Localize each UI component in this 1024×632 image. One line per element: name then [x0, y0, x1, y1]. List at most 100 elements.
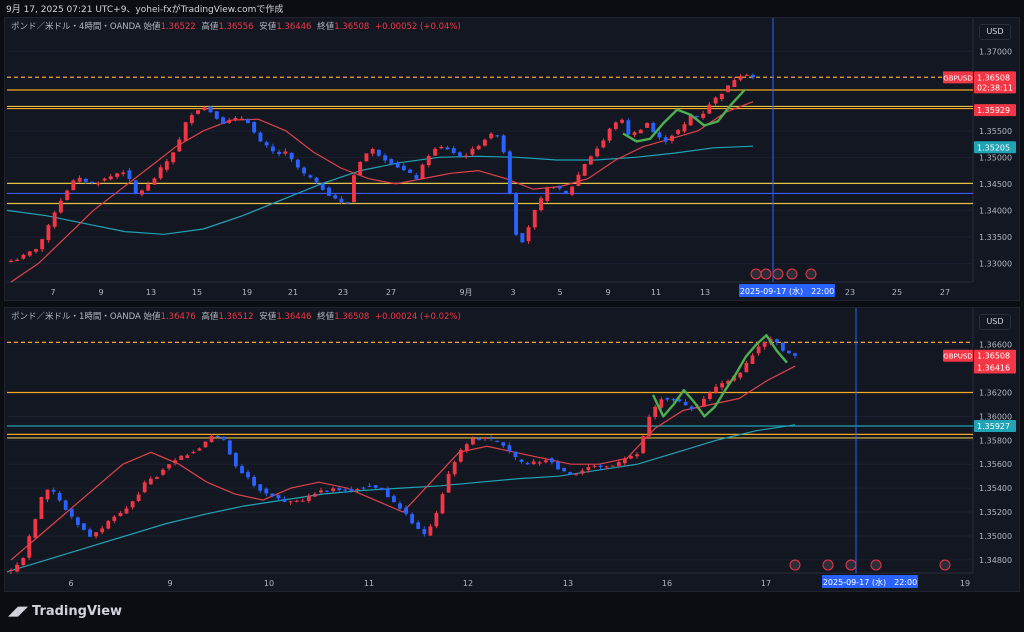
- candle: [395, 162, 400, 168]
- x-tick-label: 13: [146, 288, 156, 297]
- candle: [574, 474, 579, 476]
- candle: [197, 448, 202, 451]
- candle: [635, 454, 639, 457]
- economic-event-icon: [870, 559, 882, 571]
- candle: [39, 497, 44, 519]
- candle: [246, 472, 250, 478]
- y-tick-label: 1.35600: [979, 460, 1012, 469]
- currency-button[interactable]: USD: [979, 314, 1011, 330]
- level-badge-bg: [974, 141, 1016, 154]
- x-tick-label: 9: [605, 288, 610, 297]
- candle: [495, 440, 500, 442]
- candle: [264, 488, 269, 494]
- candle: [653, 406, 658, 417]
- candle: [676, 130, 681, 134]
- header-caption: 9月 17, 2025 07:21 UTC+9、yohei-fxがTrading…: [6, 5, 284, 15]
- candle: [100, 528, 105, 533]
- candle: [482, 139, 487, 146]
- candle: [688, 115, 693, 126]
- candle: [234, 453, 238, 467]
- candle: [586, 467, 591, 470]
- tradingview-logo: ◢◤ TradingView: [8, 604, 123, 619]
- candle: [373, 485, 378, 488]
- x-tick-label: 10: [264, 579, 274, 588]
- candle: [215, 436, 220, 437]
- candle: [663, 137, 668, 142]
- candle: [632, 132, 637, 135]
- candle: [489, 133, 494, 139]
- economic-event-icon: [760, 268, 772, 280]
- symbol-badge-bg: [943, 349, 973, 362]
- x-tick-label: 3: [510, 288, 515, 297]
- candle: [90, 181, 94, 183]
- candle: [209, 435, 214, 443]
- candle: [367, 485, 372, 487]
- candle: [183, 122, 188, 141]
- candle: [57, 492, 62, 501]
- y-tick-label: 1.34000: [979, 206, 1012, 215]
- x-tick-label: 16: [662, 579, 672, 588]
- candle: [118, 512, 123, 517]
- candle: [562, 467, 566, 472]
- candle: [246, 119, 250, 124]
- candle: [720, 383, 724, 388]
- currency-button[interactable]: USD: [979, 24, 1011, 40]
- candle: [670, 135, 674, 141]
- candle: [127, 170, 132, 179]
- chart-panel-4h[interactable]: ポンド／米ドル・4時間・OANDA 始値1.36522 高値1.36556 安値…: [4, 17, 1020, 301]
- price-chart[interactable]: 1.37000 1.35500 1.35000 1.34500 1.34000 1.335…: [5, 18, 1019, 300]
- x-tick-label: 13: [563, 579, 573, 588]
- candle: [155, 477, 159, 479]
- economic-event-icon: [845, 559, 857, 571]
- y-tick-label: 1.35000: [979, 153, 1012, 162]
- candle: [115, 173, 119, 177]
- candle: [58, 200, 63, 213]
- symbol-title: ポンド／米ドル・1時間・OANDA: [11, 312, 141, 322]
- candle: [189, 115, 194, 124]
- candle: [781, 342, 785, 351]
- candle: [21, 254, 26, 259]
- candle: [9, 569, 13, 572]
- candle: [610, 465, 615, 467]
- candle: [416, 522, 421, 529]
- y-tick-label: 1.36000: [979, 412, 1012, 421]
- candle: [164, 161, 169, 170]
- candle: [714, 386, 718, 393]
- price-chart[interactable]: 1.36600 1.36200 1.36000 1.35800 1.35600 1.354…: [5, 308, 1019, 591]
- y-tick-label: 1.35400: [979, 484, 1012, 493]
- cursor-date-label: 2025-09-17 (水) 22:00: [823, 577, 917, 587]
- cursor-date-label-bg: [739, 284, 835, 297]
- candle: [452, 462, 457, 475]
- candle: [501, 442, 506, 446]
- candle: [420, 164, 425, 179]
- candle: [440, 494, 445, 514]
- candle: [774, 339, 779, 343]
- chart-panel-1h[interactable]: ポンド／米ドル・1時間・OANDA 始値1.36476 高値1.36512 安値…: [4, 307, 1020, 592]
- economic-event-icon: [789, 559, 801, 571]
- candle: [398, 503, 402, 509]
- candle: [601, 140, 606, 148]
- candle: [177, 139, 182, 152]
- candle: [439, 146, 444, 149]
- candle: [277, 151, 282, 154]
- candle: [171, 152, 176, 163]
- candle: [355, 489, 360, 490]
- candle: [221, 436, 226, 440]
- candle: [202, 107, 207, 111]
- candle: [270, 146, 275, 152]
- candle: [592, 465, 597, 467]
- y-tick-label: 1.36600: [979, 341, 1012, 350]
- candle: [622, 459, 627, 464]
- x-tick-label: 9: [98, 288, 103, 297]
- candle: [525, 462, 530, 465]
- moving-average-short: [10, 365, 796, 561]
- candle: [289, 152, 294, 160]
- candle: [94, 532, 98, 537]
- candle: [489, 438, 493, 440]
- candle: [302, 167, 306, 174]
- y-tick-label: 1.34500: [979, 180, 1012, 189]
- candle: [738, 372, 743, 378]
- candle: [744, 363, 749, 373]
- candle: [343, 489, 348, 491]
- candle: [657, 132, 662, 138]
